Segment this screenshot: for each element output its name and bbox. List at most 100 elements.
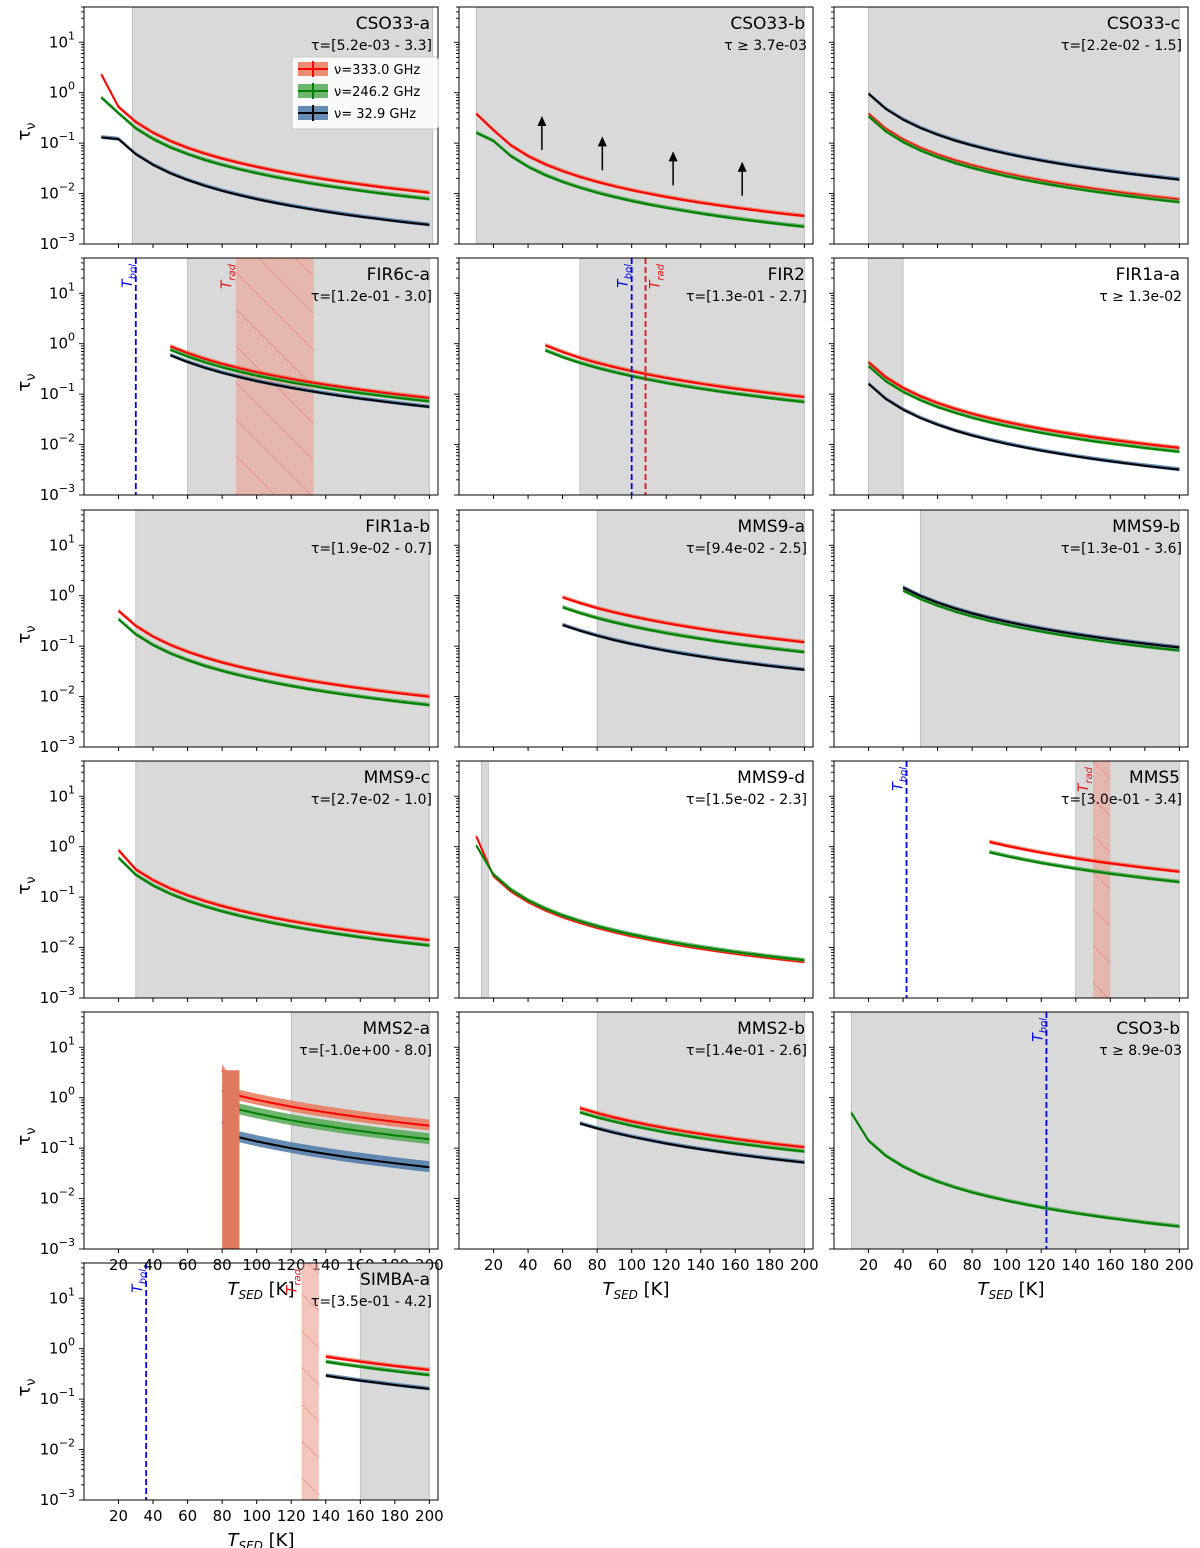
x-axis-symbol: T — [602, 1279, 615, 1300]
tbol-subscript: bol — [128, 264, 139, 279]
line-f333 — [117, 610, 430, 698]
line-f246 — [989, 851, 1180, 883]
panel-frame — [83, 257, 439, 496]
y-tick-exponent: −2 — [59, 684, 75, 697]
tau-range: τ=[1.3e-01 - 2.7] — [686, 289, 807, 305]
panel-title: MMS5 — [1129, 768, 1180, 788]
plot-area — [867, 7, 1180, 244]
x-tick-label: 100 — [242, 1256, 271, 1274]
y-axis-symbol: τ — [14, 1135, 35, 1146]
panel-fir6c-a: TbolTrad10−310−210−1100101τνFIR6c-aτ=[1.… — [14, 257, 439, 504]
y-tick-base: 10 — [40, 385, 59, 403]
y-tick-label: 10−1 — [40, 381, 75, 403]
x-axis-subscript: SED — [238, 1539, 262, 1548]
y-tick-label: 10−2 — [40, 1186, 75, 1208]
y-tick-exponent: −3 — [59, 1487, 75, 1500]
y-tick-base: 10 — [40, 939, 59, 957]
y-tick-exponent: −3 — [59, 1236, 75, 1249]
plot-area — [867, 258, 1180, 495]
y-tick-base: 10 — [40, 134, 59, 152]
line-f33 — [221, 1121, 430, 1169]
y-tick-base: 10 — [40, 185, 59, 203]
panel-frame — [833, 6, 1189, 245]
x-tick-label: 80 — [213, 1507, 232, 1525]
plot-area — [475, 7, 805, 244]
y-tick-label: 10−3 — [40, 985, 75, 1007]
plot-area — [544, 258, 805, 495]
panel-frame — [83, 1011, 439, 1250]
tau-range: τ=[2.2e-02 - 1.5] — [1061, 38, 1182, 54]
line-f246 — [850, 1112, 1180, 1228]
y-axis-symbol: τ — [14, 130, 35, 141]
panel-cso33-b: CSO33-b τ ≥ 3.7e-03 — [454, 6, 814, 248]
y-axis-symbol: τ — [14, 381, 35, 392]
x-axis-unit: [K] — [263, 1530, 295, 1548]
x-tick-label: 120 — [1027, 1256, 1056, 1274]
x-tick-label: 160 — [1096, 1256, 1125, 1274]
y-tick-label: 10−2 — [40, 935, 75, 957]
y-tick-label: 10−2 — [40, 181, 75, 203]
valid-range-shade — [596, 1012, 805, 1249]
tau-range: τ=[5.2e-03 - 3.3] — [311, 38, 432, 54]
panel-title: FIR1a-b — [365, 517, 430, 537]
y-tick-exponent: 0 — [68, 1336, 75, 1349]
trad-subscript: rad — [1084, 766, 1095, 783]
y-tick-base: 10 — [40, 1190, 59, 1208]
y-tick-label: 10−3 — [40, 734, 75, 756]
panel-frame — [458, 760, 814, 999]
valid-range-shade — [135, 510, 430, 747]
x-axis-subscript: SED — [988, 1288, 1012, 1302]
x-tick-label: 20 — [484, 1256, 503, 1274]
y-tick-label: 10−2 — [40, 432, 75, 454]
valid-range-shade — [475, 7, 805, 244]
panel-frame — [458, 257, 814, 496]
y-axis-subscript: ν — [24, 373, 39, 380]
line-f246 — [579, 1111, 805, 1153]
y-tick-label: 100 — [49, 583, 75, 605]
x-tick-label: 80 — [213, 1256, 232, 1274]
panel-title: FIR6c-a — [367, 265, 430, 285]
y-tick-base: 10 — [49, 536, 68, 554]
band-f333 — [222, 1064, 430, 1131]
plot-area — [169, 258, 430, 495]
y-tick-exponent: −2 — [59, 181, 75, 194]
panel-title: MMS2-a — [363, 1019, 431, 1039]
y-tick-label: 101 — [49, 1285, 75, 1307]
y-axis-label: τν — [14, 1127, 39, 1145]
y-tick-exponent: 1 — [68, 532, 75, 545]
trad-hatch — [301, 1263, 319, 1500]
y-tick-label: 100 — [49, 80, 75, 102]
lower-limit-arrowhead — [668, 151, 678, 162]
tau-range: τ=[1.2e-01 - 3.0] — [311, 289, 432, 305]
x-tick-label: 160 — [721, 1256, 750, 1274]
line-f246 — [117, 857, 430, 947]
y-tick-exponent: −1 — [59, 884, 75, 897]
y-tick-label: 101 — [49, 280, 75, 302]
tau-range: τ=[9.4e-02 - 2.5] — [686, 541, 807, 557]
y-axis-label: τν — [14, 122, 39, 140]
panel-cso33-c: CSO33-c τ=[2.2e-02 - 1.5] — [829, 6, 1189, 248]
valid-range-shade — [579, 258, 805, 495]
y-tick-exponent: −1 — [59, 633, 75, 646]
x-tick-label: 180 — [756, 1256, 785, 1274]
valid-range-shade — [481, 761, 489, 998]
x-tick-label: 20 — [859, 1256, 878, 1274]
y-tick-label: 101 — [49, 532, 75, 554]
line-f33 — [867, 93, 1180, 181]
line-f333 — [100, 73, 430, 194]
line-f333 — [579, 1107, 805, 1149]
line-f333 — [562, 596, 805, 644]
tbol-subscript: bol — [624, 264, 635, 279]
legend-label: ν=333.0 GHz — [334, 63, 420, 78]
band-f246 — [222, 1084, 430, 1145]
y-axis-subscript: ν — [24, 625, 39, 632]
panel-title: MMS9-c — [364, 768, 430, 788]
y-tick-exponent: 1 — [68, 783, 75, 796]
band-f246 — [868, 363, 1180, 454]
y-tick-base: 10 — [49, 1289, 68, 1307]
x-tick-label: 200 — [415, 1507, 444, 1525]
tau-range: τ=[3.5e-01 - 4.2] — [311, 1294, 432, 1310]
x-tick-label: 180 — [1131, 1256, 1160, 1274]
